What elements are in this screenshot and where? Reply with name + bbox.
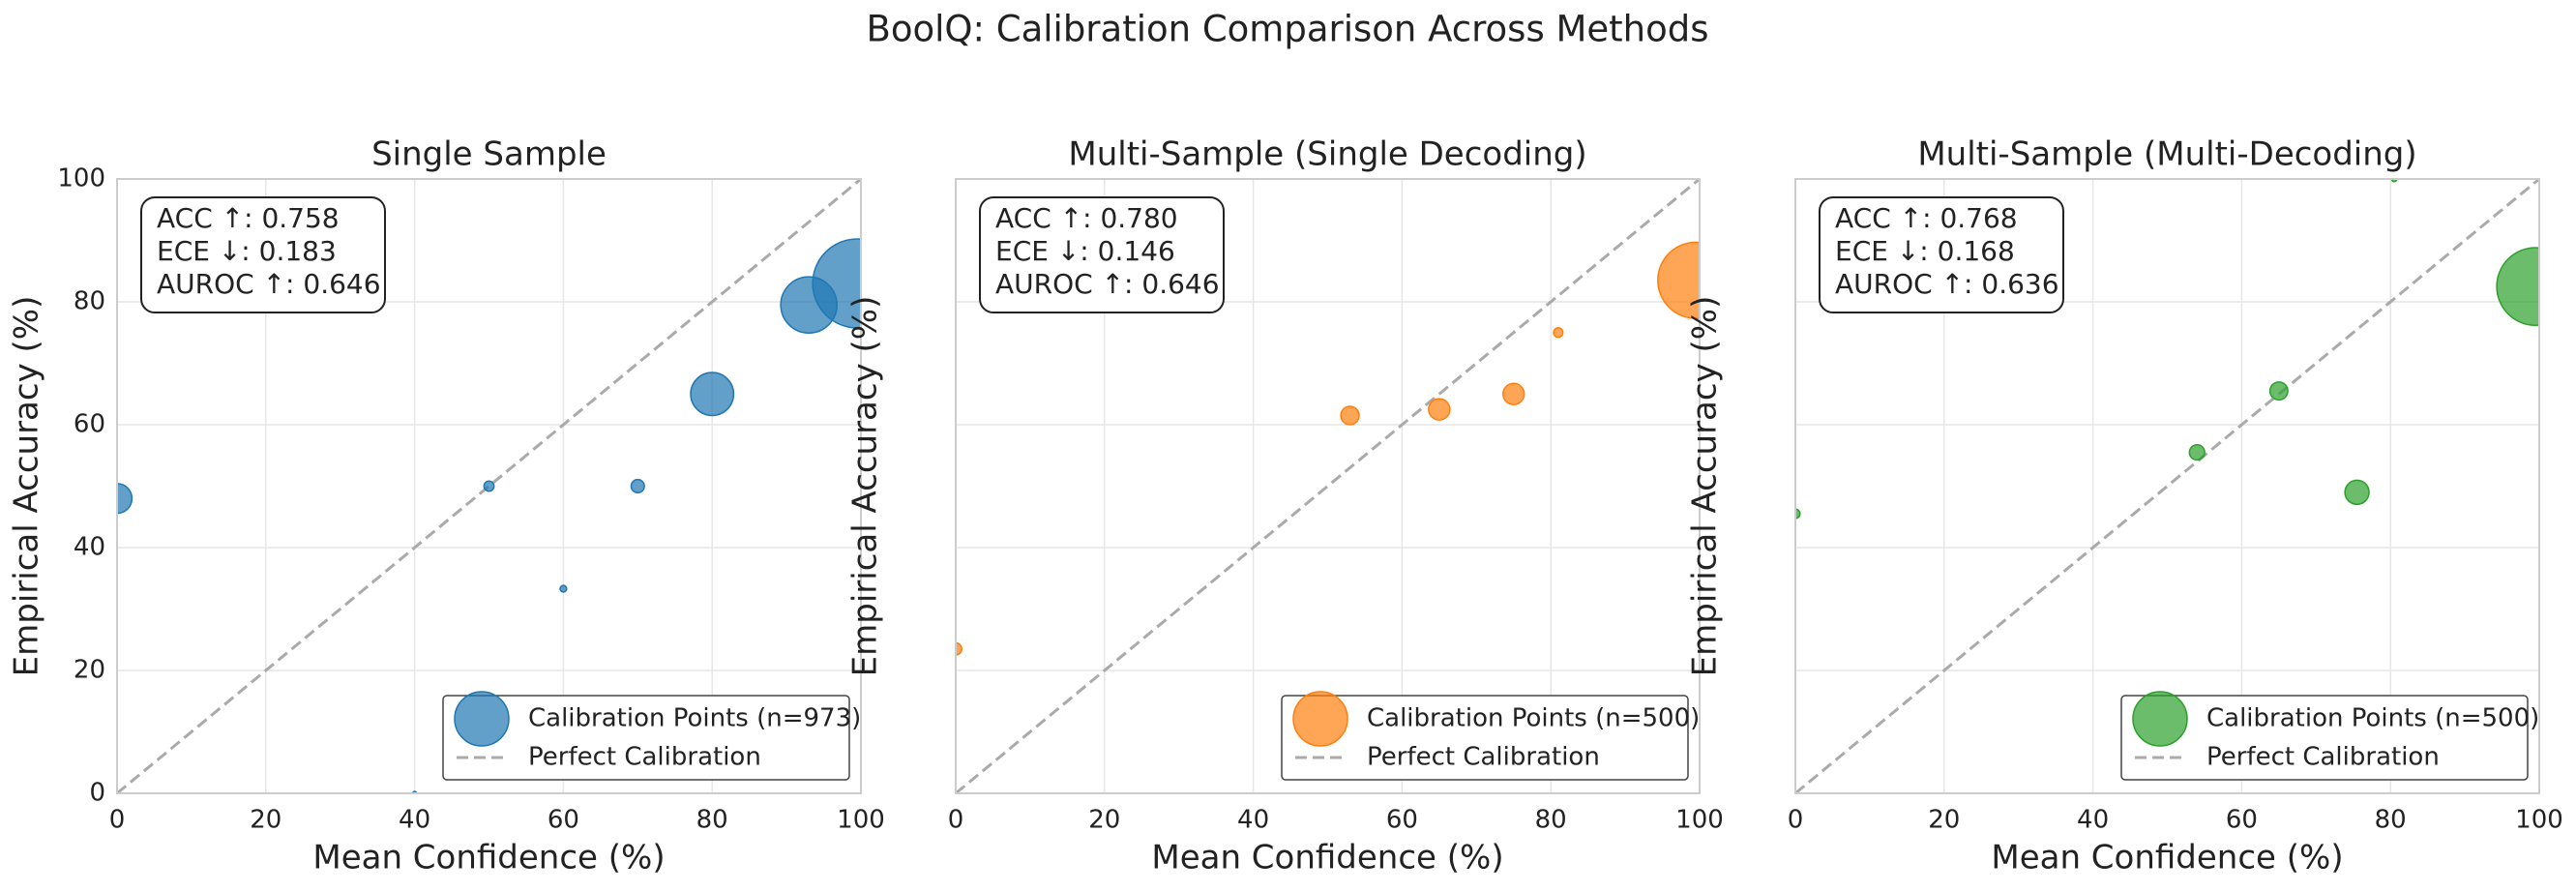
legend-marker bbox=[1292, 691, 1348, 747]
legend-label: Calibration Points (n=973) bbox=[528, 704, 861, 733]
subplot-title: Single Sample bbox=[371, 135, 607, 174]
x-axis-label: Mean Confidence (%) bbox=[312, 839, 665, 877]
calibration-point bbox=[2496, 247, 2539, 326]
calibration-point bbox=[2344, 479, 2370, 506]
calibration-point bbox=[1428, 398, 1451, 421]
legend-marker bbox=[2132, 691, 2188, 747]
calibration-point bbox=[812, 238, 861, 329]
calibration-point bbox=[1657, 241, 1700, 319]
x-tick-label: 100 bbox=[1675, 806, 1724, 835]
x-tick-label: 60 bbox=[1386, 806, 1418, 835]
metric-text: ACC ↑: 0.780 bbox=[995, 202, 1178, 234]
x-tick-label: 0 bbox=[948, 806, 964, 835]
axes-frame bbox=[955, 178, 1701, 794]
x-tick-label: 80 bbox=[1535, 806, 1567, 835]
legend-label: Perfect Calibration bbox=[528, 743, 761, 772]
points bbox=[117, 238, 861, 793]
metrics-box bbox=[979, 196, 1225, 313]
y-tick-label: 40 bbox=[74, 533, 105, 562]
legend-label: Perfect Calibration bbox=[1367, 743, 1600, 772]
metric-text: ACC ↑: 0.758 bbox=[157, 202, 340, 234]
y-axis-label: Empirical Accuracy (%) bbox=[846, 296, 885, 677]
y-tick-label: 80 bbox=[74, 287, 105, 316]
x-tick-label: 80 bbox=[2375, 806, 2407, 835]
x-tick-label: 0 bbox=[109, 806, 126, 835]
calibration-point bbox=[117, 483, 133, 515]
metrics-box bbox=[140, 196, 386, 313]
x-tick-label: 60 bbox=[548, 806, 579, 835]
subplot-title: Multi-Sample (Multi-Decoding) bbox=[1917, 135, 2416, 174]
legend-box bbox=[442, 695, 850, 781]
y-axis-label: Empirical Accuracy (%) bbox=[1686, 296, 1725, 677]
x-axis-label: Mean Confidence (%) bbox=[1991, 839, 2343, 877]
points bbox=[956, 241, 1700, 656]
reference-line bbox=[1794, 177, 2540, 795]
y-tick-label: 0 bbox=[89, 779, 105, 808]
legend-label: Calibration Points (n=500) bbox=[1367, 704, 1700, 733]
subplot: 0 20 40 60 80 100 Multi-Sample (Multi-Decoding… bbox=[1686, 135, 2563, 877]
calibration-point bbox=[630, 478, 645, 494]
calibration-point bbox=[559, 584, 568, 593]
subplot-title: Multi-Sample (Single Decoding) bbox=[1068, 135, 1586, 174]
legend-label: Calibration Points (n=500) bbox=[2206, 704, 2539, 733]
x-tick-label: 40 bbox=[2077, 806, 2109, 835]
metric-text: ECE ↓: 0.146 bbox=[995, 235, 1175, 267]
points bbox=[1795, 179, 2539, 520]
calibration-point bbox=[483, 480, 495, 492]
legend-label: Perfect Calibration bbox=[2206, 743, 2440, 772]
x-tick-label: 20 bbox=[250, 806, 281, 835]
metrics-box bbox=[1819, 196, 2064, 313]
subplot: 0 20 40 60 80 100 0 20 40 60 80 100 Single Sample Mea… bbox=[8, 135, 885, 877]
calibration-point bbox=[690, 372, 735, 417]
x-tick-label: 100 bbox=[2515, 806, 2563, 835]
calibration-point bbox=[1553, 327, 1564, 339]
x-tick-label: 80 bbox=[696, 806, 728, 835]
legend-marker bbox=[454, 691, 510, 747]
calibration-point bbox=[1502, 382, 1525, 405]
x-tick-label: 20 bbox=[1928, 806, 1960, 835]
x-tick-label: 60 bbox=[2226, 806, 2258, 835]
reference-line bbox=[116, 177, 862, 795]
x-tick-label: 100 bbox=[837, 806, 885, 835]
reference-line bbox=[955, 177, 1701, 795]
figure-title: BoolQ: Calibration Comparison Across Met… bbox=[866, 9, 1708, 50]
x-tick-label: 20 bbox=[1088, 806, 1120, 835]
calibration-point bbox=[2268, 381, 2289, 401]
metric-text: AUROC ↑: 0.646 bbox=[157, 268, 381, 300]
y-tick-label: 20 bbox=[74, 656, 105, 685]
x-tick-label: 40 bbox=[1237, 806, 1269, 835]
subplot: 0 20 40 60 80 100 Multi-Sample (Single Decodin… bbox=[846, 135, 1724, 877]
metric-text: AUROC ↑: 0.646 bbox=[995, 268, 1220, 300]
legend-box bbox=[1281, 695, 1689, 781]
legend-box bbox=[2120, 695, 2529, 781]
y-axis-label: Empirical Accuracy (%) bbox=[8, 296, 46, 677]
metric-text: ECE ↓: 0.183 bbox=[157, 235, 337, 267]
metric-text: AUROC ↑: 0.636 bbox=[1835, 268, 2059, 300]
axes-frame bbox=[116, 178, 862, 794]
x-tick-label: 40 bbox=[399, 806, 430, 835]
metric-text: ECE ↓: 0.168 bbox=[1835, 235, 2015, 267]
x-tick-label: 0 bbox=[1788, 806, 1804, 835]
x-axis-label: Mean Confidence (%) bbox=[1151, 839, 1503, 877]
metric-text: ACC ↑: 0.768 bbox=[1835, 202, 2018, 234]
axes-frame bbox=[1794, 178, 2540, 794]
y-tick-label: 60 bbox=[74, 410, 105, 439]
calibration-point bbox=[2188, 443, 2206, 461]
y-tick-label: 100 bbox=[57, 164, 105, 193]
calibration-point bbox=[1340, 405, 1360, 426]
